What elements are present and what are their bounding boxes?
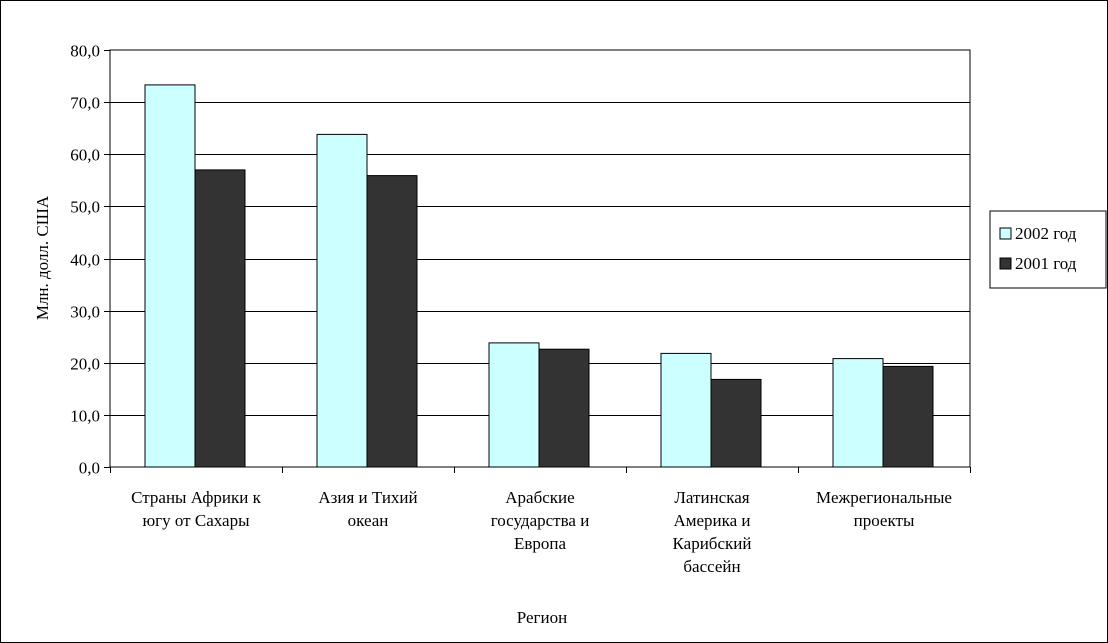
y-axis-title: Млн. долл. США	[33, 195, 52, 320]
axes	[104, 49, 971, 473]
y-tick-label: 80,0	[70, 42, 100, 61]
gridlines	[110, 102, 970, 416]
y-tick-labels: 0,0 10,0 20,0 30,0 40,0 50,0 60,0 70,0 80,0	[70, 42, 100, 478]
y-tick-label: 50,0	[70, 198, 100, 217]
y-tick-label: 70,0	[70, 94, 100, 113]
legend-label: 2002 год	[1015, 224, 1077, 243]
x-tick-label: Америка и	[673, 511, 750, 530]
legend-swatch	[999, 257, 1012, 270]
x-tick-label: Страны Африки к	[131, 488, 261, 507]
bar-series2	[538, 348, 590, 468]
bar-series2	[194, 169, 246, 468]
x-tick-labels: Страны Африки к югу от Сахары Азия и Тихий…	[131, 488, 952, 576]
x-tick-label: государства и	[491, 511, 590, 530]
bar-series1	[660, 352, 712, 468]
x-tick-label: Азия и Тихий	[318, 488, 417, 507]
bars	[144, 84, 934, 468]
bar-series2	[710, 378, 762, 468]
y-tick-label: 10,0	[70, 407, 100, 426]
legend-swatch	[999, 227, 1012, 240]
x-tick-label: проекты	[854, 511, 915, 530]
x-tick-label: бассейн	[683, 557, 740, 576]
y-tick-label: 30,0	[70, 303, 100, 322]
plot-area-border	[109, 49, 971, 468]
bar-series1	[144, 84, 196, 468]
y-tick-label: 40,0	[70, 251, 100, 270]
y-tick-label: 60,0	[70, 146, 100, 165]
x-tick-label: Межрегиональные	[816, 488, 952, 507]
x-axis-title: Регион	[517, 608, 567, 627]
x-tick-label: океан	[348, 511, 389, 530]
y-tick-label: 20,0	[70, 355, 100, 374]
bar-series1	[316, 133, 368, 468]
bar-series1	[832, 358, 884, 468]
bar-series1	[488, 342, 540, 468]
legend-box	[989, 210, 1107, 289]
x-tick-label: Арабские	[505, 488, 574, 507]
bar-series2	[366, 175, 418, 468]
legend: 2002 год 2001 год	[989, 210, 1107, 289]
x-tick-label: югу от Сахары	[142, 511, 250, 530]
x-tick-label: Карибский	[673, 534, 752, 553]
x-tick-label: Европа	[514, 534, 567, 553]
legend-label: 2001 год	[1015, 254, 1077, 273]
y-tick-label: 0,0	[79, 459, 100, 478]
bar-series2	[882, 365, 934, 468]
x-tick-label: Латинская	[674, 488, 749, 507]
